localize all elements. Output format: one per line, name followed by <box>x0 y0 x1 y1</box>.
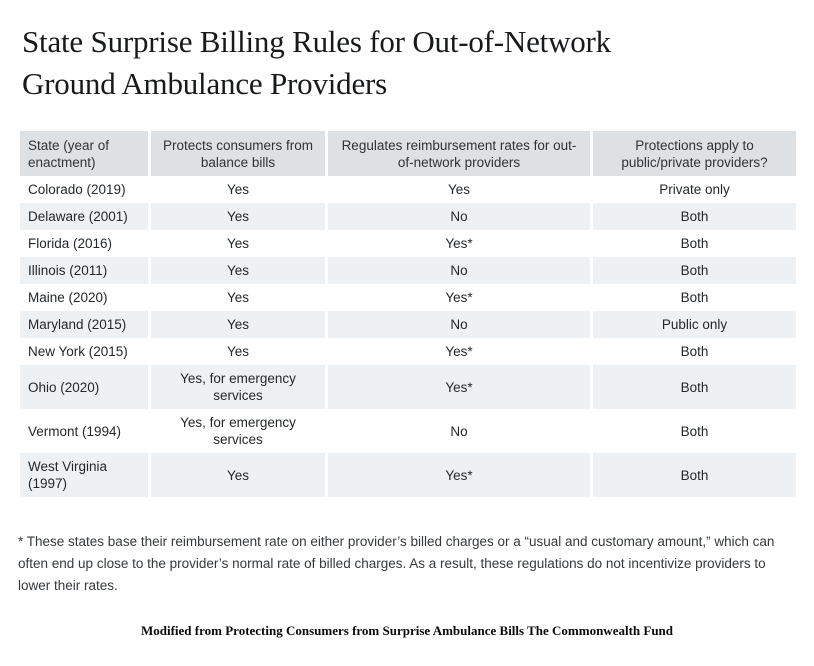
table-row: New York (2015) Yes Yes* Both <box>20 338 796 365</box>
table-row: Illinois (2011) Yes No Both <box>20 257 796 284</box>
footnote: * These states base their reimbursement … <box>18 534 775 593</box>
table-cell: Both <box>593 338 796 365</box>
table-cell: Yes* <box>328 230 590 257</box>
table-cell: Delaware (2001) <box>20 203 148 230</box>
table-cell: Illinois (2011) <box>20 257 148 284</box>
page-title-line-2: Ground Ambulance Providers <box>22 66 388 101</box>
table-cell: Yes <box>151 230 325 257</box>
table-row: Maryland (2015) Yes No Public only <box>20 311 796 338</box>
table-cell: Yes <box>328 176 590 203</box>
table-cell: Maine (2020) <box>20 284 148 311</box>
table-cell: Yes* <box>328 365 590 409</box>
table-cell: Both <box>593 284 796 311</box>
table-cell: Yes <box>151 338 325 365</box>
table-cell: Maryland (2015) <box>20 311 148 338</box>
table-cell: Yes, for emergency services <box>151 409 325 453</box>
table-row: West Virginia (1997) Yes Yes* Both <box>20 453 796 497</box>
header-cell-0: State (year of enactment) <box>20 131 148 176</box>
table-header-row: State (year of enactment) Protects consum… <box>20 131 796 176</box>
page-title: State Surprise Billing Rules for Out-of-… <box>22 21 814 105</box>
table-row: Ohio (2020) Yes, for emergency services Ye… <box>20 365 796 409</box>
table-cell: Yes* <box>328 338 590 365</box>
table-cell: Private only <box>593 176 796 203</box>
table-cell: Yes <box>151 176 325 203</box>
table-row: Delaware (2001) Yes No Both <box>20 203 796 230</box>
table-cell: Yes <box>151 311 325 338</box>
table-cell: Both <box>593 257 796 284</box>
table-cell: New York (2015) <box>20 338 148 365</box>
table-cell: No <box>328 257 590 284</box>
table-cell: Florida (2016) <box>20 230 148 257</box>
table-cell: Both <box>593 230 796 257</box>
table-cell: No <box>328 203 590 230</box>
table-cell: Yes* <box>328 453 590 497</box>
table-cell: Yes, for emergency services <box>151 365 325 409</box>
table-cell: Yes* <box>328 284 590 311</box>
table-cell: Both <box>593 203 796 230</box>
table-cell: Public only <box>593 311 796 338</box>
table-body: Colorado (2019) Yes Yes Private only Delawar… <box>20 176 796 497</box>
table-cell: Vermont (1994) <box>20 409 148 453</box>
table-cell: Both <box>593 365 796 409</box>
table-cell: Yes <box>151 257 325 284</box>
table-cell: Yes <box>151 453 325 497</box>
table-cell: West Virginia (1997) <box>20 453 148 497</box>
surprise-billing-rules-table: State (year of enactment) Protects consum… <box>20 131 796 497</box>
table-cell: No <box>328 409 590 453</box>
table-cell: Yes <box>151 284 325 311</box>
header-cell-3: Protections apply to public/private prov… <box>593 131 796 176</box>
table-cell: No <box>328 311 590 338</box>
table-cell: Ohio (2020) <box>20 365 148 409</box>
source-credit: Modified from Protecting Consumers from … <box>140 623 674 638</box>
header-cell-1: Protects consumers from balance bills <box>151 131 325 176</box>
table-row: Colorado (2019) Yes Yes Private only <box>20 176 796 203</box>
header-cell-2: Regulates reimbursement rates for out- o… <box>328 131 590 176</box>
table-cell: Yes <box>151 203 325 230</box>
page-title-line-1: State Surprise Billing Rules for Out-of-… <box>22 24 611 59</box>
table-cell: Colorado (2019) <box>20 176 148 203</box>
table-cell: Both <box>593 409 796 453</box>
table-row: Vermont (1994) Yes, for emergency service… <box>20 409 796 453</box>
table-row: Florida (2016) Yes Yes* Both <box>20 230 796 257</box>
table-row: Maine (2020) Yes Yes* Both <box>20 284 796 311</box>
table-cell: Both <box>593 453 796 497</box>
